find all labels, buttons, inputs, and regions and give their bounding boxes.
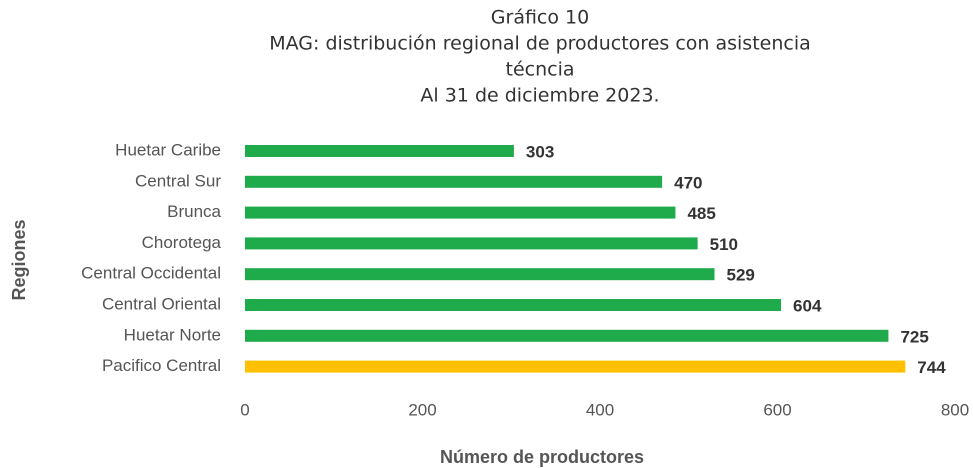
bar bbox=[245, 268, 715, 281]
bar bbox=[245, 360, 906, 373]
chart-title: Al 31 de diciembre 2023. bbox=[420, 85, 659, 107]
bar bbox=[245, 145, 514, 157]
y-tick-label: Central Occidental bbox=[81, 264, 221, 283]
x-tick-label: 400 bbox=[586, 400, 614, 419]
data-label: 485 bbox=[687, 204, 715, 223]
x-axis-label: Número de productores bbox=[440, 447, 644, 467]
x-tick-label: 200 bbox=[408, 400, 436, 419]
data-label: 470 bbox=[674, 173, 702, 192]
data-label: 604 bbox=[793, 296, 822, 315]
chart-title: técncia bbox=[506, 59, 575, 81]
x-tick-label: 0 bbox=[240, 400, 249, 419]
data-label: 510 bbox=[710, 235, 738, 254]
y-tick-label: Huetar Norte bbox=[124, 325, 221, 344]
y-tick-label: Central Oriental bbox=[102, 294, 221, 313]
bar bbox=[245, 299, 782, 311]
data-label: 725 bbox=[900, 327, 928, 346]
bar bbox=[245, 237, 698, 250]
x-tick-label: 800 bbox=[941, 400, 969, 419]
data-label: 744 bbox=[917, 358, 946, 377]
data-label: 529 bbox=[726, 266, 754, 285]
y-axis-label: Regiones bbox=[9, 219, 29, 300]
chart-title: MAG: distribución regional de productore… bbox=[269, 33, 811, 55]
chart-title: Gráfico 10 bbox=[491, 7, 589, 29]
bar bbox=[245, 206, 676, 219]
y-tick-label: Pacifico Central bbox=[102, 356, 221, 375]
y-tick-label: Brunca bbox=[167, 202, 221, 221]
y-tick-label: Central Sur bbox=[135, 171, 221, 190]
x-tick-label: 600 bbox=[763, 400, 791, 419]
bar bbox=[245, 175, 663, 188]
y-tick-label: Chorotega bbox=[142, 233, 222, 252]
data-label: 303 bbox=[526, 142, 554, 161]
bar bbox=[245, 329, 889, 342]
y-tick-label: Huetar Caribe bbox=[115, 140, 221, 159]
